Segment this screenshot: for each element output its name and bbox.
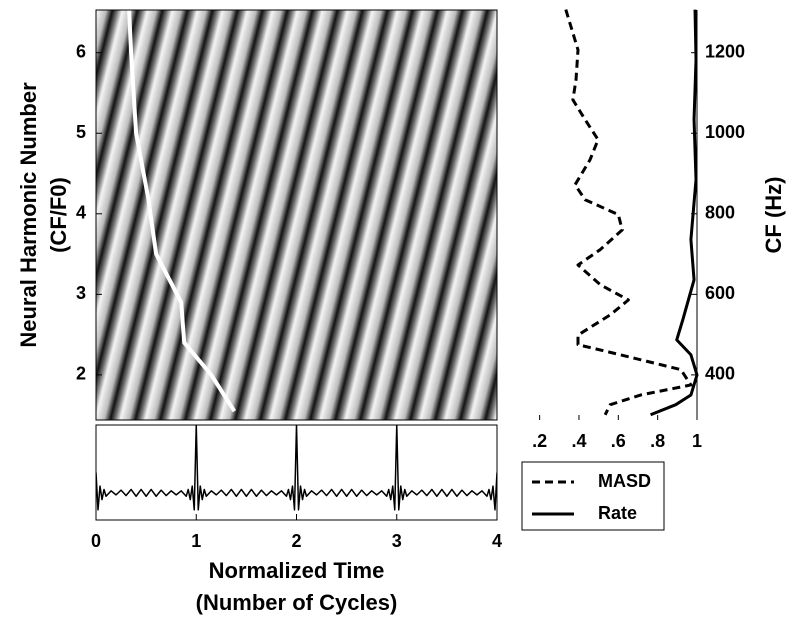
data-line [127,10,237,413]
x-tick-label: .4 [571,431,586,451]
y2-tick-label: 800 [705,203,735,223]
y2-tick-label: 1000 [705,122,745,142]
x-tick-label: 1 [191,531,201,551]
axes: 2 3 4 5 6 Neural Harmonic Number (CF/F0) 0 1 2 3 4 N… [16,9,786,615]
axes-frame [95,9,498,421]
legend-box [521,461,665,531]
waveform-panel [96,425,497,511]
x-tick-label: 2 [291,531,301,551]
legend-label: MASD [598,471,651,491]
y-tick-label: 4 [76,203,86,223]
y-axis-label: (CF/F0) [46,177,71,253]
y2-tick-label: 600 [705,283,735,303]
legend-label: Rate [598,503,637,523]
legend: MASD Rate [521,461,665,531]
x-tick-label: .2 [532,431,547,451]
x-tick-label: .8 [650,431,665,451]
y2-tick-label: 400 [705,364,735,384]
profile-line [650,9,699,417]
x-tick-label: .6 [611,431,626,451]
x-axis-label: Normalized Time [209,558,385,583]
y-tick-label: 6 [76,41,86,61]
neurogram-overlay [127,10,237,413]
y-tick-label: 5 [76,122,86,142]
profile-panel [564,9,699,417]
x-tick-label: 0 [91,531,101,551]
data-line [96,425,497,511]
neurogram-image [96,10,497,420]
profile-line [564,9,693,416]
y-axis-label: Neural Harmonic Number [16,82,41,348]
x-tick-label: 1 [692,431,702,451]
x-tick-label: 4 [492,531,502,551]
y2-tick-label: 1200 [705,41,745,61]
x-tick-label: 3 [392,531,402,551]
y-tick-label: 3 [76,283,86,303]
x-axis-label: (Number of Cycles) [196,590,398,615]
y2-axis-label: CF (Hz) [761,177,786,254]
y-tick-label: 2 [76,364,86,384]
